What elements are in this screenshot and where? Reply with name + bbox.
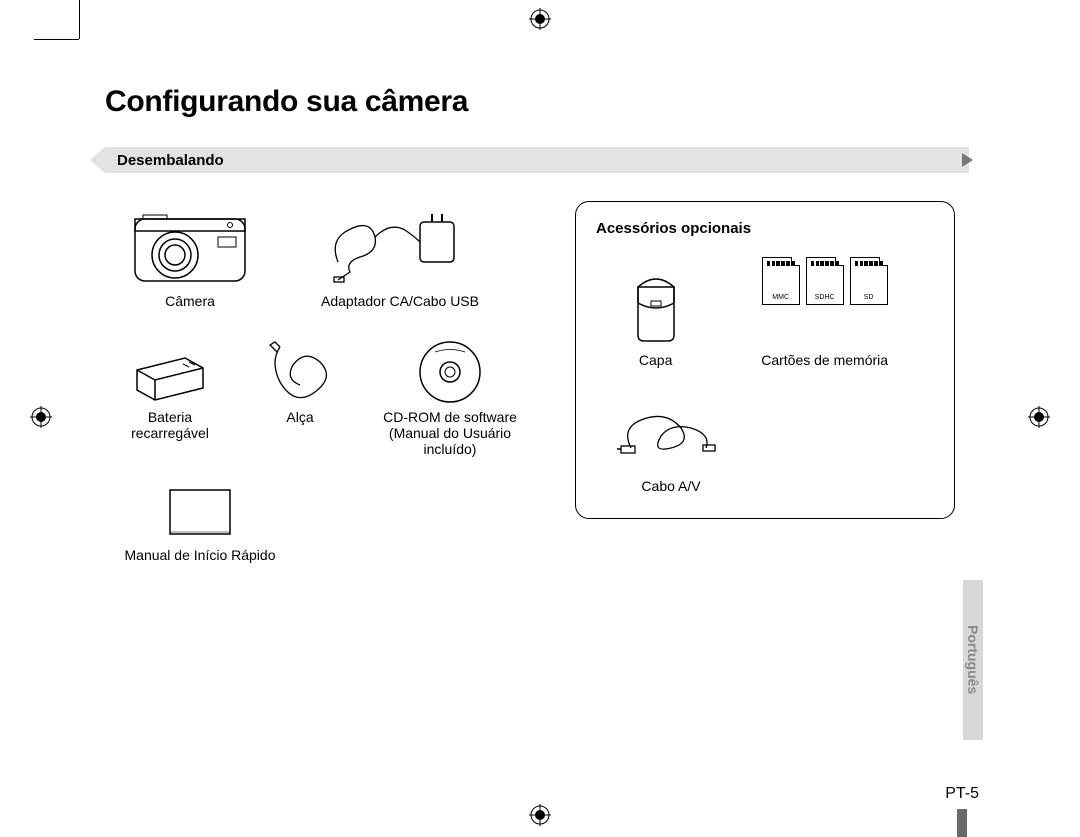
item-label: CD-ROM de software bbox=[365, 409, 535, 425]
item-label: Adaptador CA/Cabo USB bbox=[275, 293, 525, 309]
card-type-label: MMC bbox=[763, 294, 799, 301]
crop-mark-h bbox=[34, 39, 79, 40]
item-pouch: Capa bbox=[596, 257, 715, 368]
play-icon bbox=[962, 153, 973, 167]
page-title: Configurando sua câmera bbox=[105, 85, 975, 119]
language-label: Português bbox=[965, 625, 981, 694]
item-label: incluído) bbox=[365, 441, 535, 457]
item-memory-cards: MMC SDHC SD Cartões de memória bbox=[715, 257, 934, 368]
sd-card-icon: SD bbox=[850, 257, 888, 305]
item-battery: Bateria recarregável bbox=[105, 334, 235, 457]
section-heading: Desembalando bbox=[117, 152, 224, 169]
item-label: Cartões de memória bbox=[715, 352, 934, 368]
adapter-icon bbox=[320, 202, 480, 292]
registration-mark-icon bbox=[529, 8, 551, 30]
crop-mark-v bbox=[79, 0, 80, 39]
item-label: recarregável bbox=[105, 425, 235, 441]
content-area: Câmera Adaptador CA bbox=[105, 201, 975, 563]
page-number: PT-5 bbox=[945, 785, 979, 803]
item-strap: Alça bbox=[235, 334, 365, 457]
pouch-icon bbox=[626, 265, 686, 345]
optional-accessories-panel: Acessórios opcionais Capa bbox=[575, 201, 955, 519]
section-ribbon: Desembalando bbox=[105, 147, 969, 173]
av-cable-icon bbox=[611, 398, 731, 473]
sd-card-icon: SDHC bbox=[806, 257, 844, 305]
battery-icon bbox=[125, 342, 215, 402]
card-type-label: SD bbox=[851, 294, 887, 301]
registration-mark-icon bbox=[1028, 406, 1050, 428]
page-number-bar bbox=[957, 809, 967, 837]
item-adapter: Adaptador CA/Cabo USB bbox=[275, 201, 525, 309]
booklet-icon bbox=[160, 482, 240, 542]
item-label: Manual de Início Rápido bbox=[105, 547, 295, 563]
item-av-cable: Cabo A/V bbox=[596, 393, 746, 494]
item-label: (Manual do Usuário bbox=[365, 425, 535, 441]
item-label: Câmera bbox=[105, 293, 275, 309]
item-cdrom: CD-ROM de software (Manual do Usuário in… bbox=[365, 334, 535, 457]
item-camera: Câmera bbox=[105, 201, 275, 309]
sd-card-icon: MMC bbox=[762, 257, 800, 305]
registration-mark-icon bbox=[30, 406, 52, 428]
item-label: Bateria bbox=[105, 409, 235, 425]
included-items: Câmera Adaptador CA bbox=[105, 201, 555, 563]
cd-icon bbox=[415, 337, 485, 407]
item-label: Capa bbox=[596, 352, 715, 368]
item-label: Cabo A/V bbox=[596, 478, 746, 494]
item-manual: Manual de Início Rápido bbox=[105, 477, 295, 563]
card-type-label: SDHC bbox=[807, 294, 843, 301]
language-side-tab: Português bbox=[963, 580, 983, 740]
item-label: Alça bbox=[235, 409, 365, 425]
strap-icon bbox=[255, 337, 345, 407]
camera-icon bbox=[130, 207, 250, 287]
registration-mark-icon bbox=[529, 804, 551, 826]
page-number-block: PT-5 bbox=[945, 785, 979, 837]
panel-title: Acessórios opcionais bbox=[596, 220, 934, 237]
